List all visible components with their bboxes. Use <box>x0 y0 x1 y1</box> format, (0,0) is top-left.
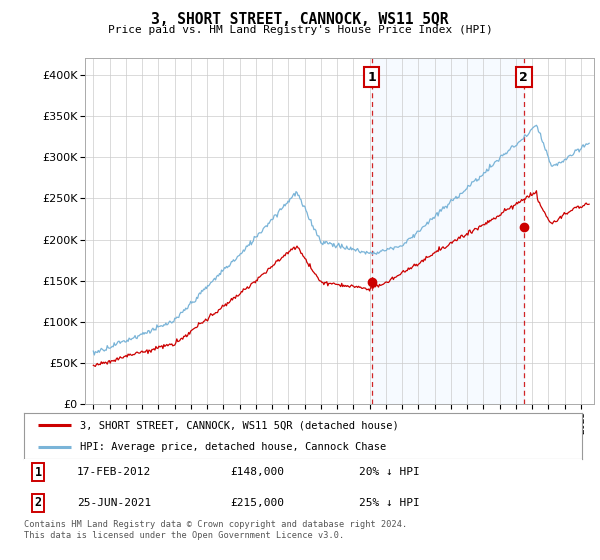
Text: Contains HM Land Registry data © Crown copyright and database right 2024.
This d: Contains HM Land Registry data © Crown c… <box>24 520 407 540</box>
Text: 25-JUN-2021: 25-JUN-2021 <box>77 498 151 508</box>
Text: 3, SHORT STREET, CANNOCK, WS11 5QR: 3, SHORT STREET, CANNOCK, WS11 5QR <box>151 12 449 27</box>
Text: HPI: Average price, detached house, Cannock Chase: HPI: Average price, detached house, Cann… <box>80 442 386 452</box>
Bar <box>371 58 524 404</box>
Text: 17-FEB-2012: 17-FEB-2012 <box>77 467 151 477</box>
Text: 25% ↓ HPI: 25% ↓ HPI <box>359 498 419 508</box>
Text: 1: 1 <box>367 71 376 84</box>
Text: £215,000: £215,000 <box>230 498 284 508</box>
Text: 3, SHORT STREET, CANNOCK, WS11 5QR (detached house): 3, SHORT STREET, CANNOCK, WS11 5QR (deta… <box>80 420 398 430</box>
Text: 2: 2 <box>34 496 41 509</box>
Text: Price paid vs. HM Land Registry's House Price Index (HPI): Price paid vs. HM Land Registry's House … <box>107 25 493 35</box>
Text: 1: 1 <box>34 466 41 479</box>
Text: 20% ↓ HPI: 20% ↓ HPI <box>359 467 419 477</box>
Text: £148,000: £148,000 <box>230 467 284 477</box>
Text: 2: 2 <box>520 71 528 84</box>
